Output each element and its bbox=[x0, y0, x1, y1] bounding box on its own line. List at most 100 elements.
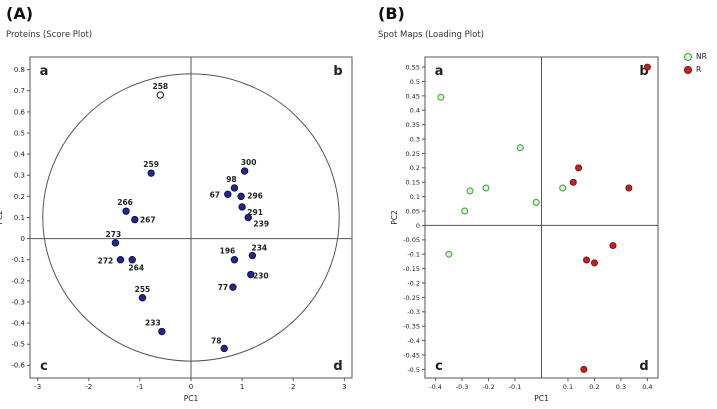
y-tick-label: 0.15 bbox=[406, 179, 420, 187]
y-axis-label: PC2 bbox=[390, 210, 399, 225]
R-data-point bbox=[575, 164, 583, 172]
x-axis-label: PC1 bbox=[184, 394, 199, 403]
y-tick-label: 0.5 bbox=[410, 78, 420, 86]
R-data-point bbox=[609, 242, 617, 250]
data-point-label: 234 bbox=[252, 244, 268, 253]
loading-plot: -0.4 -0.3 -0.2 -0.1 0.1 0.2 0.3 0.4 0.55 0.5 0.45 0… bbox=[390, 56, 659, 403]
R-data-point bbox=[583, 256, 591, 264]
x-tick-label: 1 bbox=[240, 383, 244, 391]
y-tick-label: 0.8 bbox=[14, 66, 25, 74]
proteins-data-point bbox=[156, 91, 165, 99]
proteins-data-point bbox=[122, 207, 130, 215]
quadrant-label-a: a bbox=[435, 64, 444, 79]
proteins-data-point bbox=[138, 294, 147, 302]
proteins-data-point bbox=[230, 256, 239, 264]
data-point-label: 259 bbox=[143, 160, 159, 169]
x-tick-label: -0.3 bbox=[456, 383, 469, 391]
proteins-data-point bbox=[131, 215, 139, 224]
data-point-label: 291 bbox=[247, 208, 263, 217]
y-tick-label: 0.3 bbox=[14, 172, 25, 180]
y-tick-label: 0.4 bbox=[14, 151, 26, 159]
y-tick-label: -0.05 bbox=[403, 236, 420, 244]
y-tick-label: 0.2 bbox=[410, 164, 420, 172]
proteins-data-point bbox=[220, 344, 228, 353]
x-tick-label: 3 bbox=[342, 383, 346, 391]
y-tick-label: -0.25 bbox=[403, 294, 420, 302]
y-tick-label: -0.4 bbox=[11, 319, 25, 327]
proteins-data-point bbox=[247, 270, 255, 279]
y-tick-label: -0.2 bbox=[407, 279, 420, 287]
score-plot: -3 -2 -1 0 1 2 3 0.8 0.7 0.6 0.5 0.4 0.3 0.2 0.1 0 -0.1 -… bbox=[0, 56, 353, 403]
y-tick-label: -0.5 bbox=[407, 366, 420, 374]
data-point-label: 264 bbox=[128, 264, 144, 273]
x-tick-label: 0 bbox=[189, 383, 193, 391]
y-tick-label: 0.1 bbox=[14, 214, 25, 222]
R-data-point bbox=[643, 63, 651, 71]
y-tick-label: 0.6 bbox=[14, 108, 26, 116]
data-point-label: 67 bbox=[210, 190, 220, 199]
y-tick-label: 0.1 bbox=[410, 193, 420, 201]
x-tick-label: 0.1 bbox=[563, 383, 573, 391]
y-tick-label: 0.5 bbox=[14, 129, 25, 137]
data-point-label: 272 bbox=[98, 257, 114, 266]
quadrant-label-b: b bbox=[333, 64, 342, 79]
NR-data-point bbox=[559, 184, 567, 192]
y-tick-label: 0.35 bbox=[406, 121, 420, 129]
y-tick-label: -0.2 bbox=[11, 277, 25, 285]
y-tick-label: -0.4 bbox=[407, 337, 420, 345]
panel-a-label: (A) bbox=[6, 4, 34, 23]
proteins-data-point bbox=[111, 239, 120, 247]
proteins-data-point bbox=[237, 192, 245, 201]
data-point-label: 196 bbox=[220, 247, 236, 256]
data-point-label: 266 bbox=[117, 198, 133, 207]
y-tick-label: 0.7 bbox=[14, 87, 25, 95]
proteins-data-point bbox=[240, 167, 249, 175]
nr-marker-icon bbox=[684, 52, 692, 61]
R-data-point bbox=[625, 184, 633, 192]
R-data-point bbox=[569, 178, 577, 186]
quadrant-label-c: c bbox=[40, 359, 48, 374]
x-tick-label: 2 bbox=[291, 383, 295, 391]
y-tick-label: -0.45 bbox=[403, 351, 420, 359]
proteins-data-point bbox=[229, 283, 237, 291]
x-tick-label: 0.3 bbox=[616, 383, 626, 391]
y-tick-label: -0.1 bbox=[11, 256, 25, 264]
data-point-label: 98 bbox=[226, 175, 236, 184]
x-tick-label: -0.1 bbox=[509, 383, 522, 391]
legend-label-r: R bbox=[696, 65, 702, 74]
legend-item-nr: NR bbox=[684, 52, 707, 61]
data-point-label: 258 bbox=[153, 82, 169, 91]
legend-item-r: R bbox=[684, 65, 707, 74]
confidence-ellipse bbox=[42, 73, 340, 362]
y-tick-label: 0.25 bbox=[406, 150, 420, 158]
proteins-data-point bbox=[224, 190, 232, 198]
y-tick-label: 0.55 bbox=[406, 63, 420, 71]
quadrant-label-c: c bbox=[435, 359, 443, 374]
data-point-label: 230 bbox=[253, 272, 269, 281]
y-tick-label: -0.5 bbox=[11, 341, 25, 349]
x-tick-label: -0.2 bbox=[482, 383, 495, 391]
proteins-data-point bbox=[158, 327, 166, 336]
data-point-label: 273 bbox=[106, 230, 122, 239]
data-point-label: 255 bbox=[135, 285, 151, 294]
r-marker-icon bbox=[684, 65, 692, 74]
y-tick-label: -0.35 bbox=[403, 323, 420, 331]
R-data-point bbox=[590, 259, 598, 267]
data-point-label: 267 bbox=[140, 216, 156, 225]
data-point-label: 233 bbox=[145, 319, 161, 328]
x-tick-label: -3 bbox=[34, 383, 41, 391]
proteins-data-point bbox=[238, 203, 246, 211]
NR-data-point bbox=[445, 250, 453, 258]
proteins-data-point bbox=[147, 169, 155, 177]
y-tick-label: -0.15 bbox=[403, 265, 420, 273]
proteins-data-point bbox=[244, 213, 252, 222]
data-point-label: 296 bbox=[247, 191, 263, 200]
y-axis-label: PC2 bbox=[0, 210, 4, 225]
legend-label-nr: NR bbox=[696, 52, 707, 61]
proteins-data-point bbox=[248, 251, 257, 260]
y-tick-label: 0.3 bbox=[410, 135, 420, 143]
x-axis-label: PC1 bbox=[534, 394, 549, 403]
legend: NR R bbox=[684, 52, 707, 78]
y-tick-label: 0 bbox=[416, 222, 420, 230]
